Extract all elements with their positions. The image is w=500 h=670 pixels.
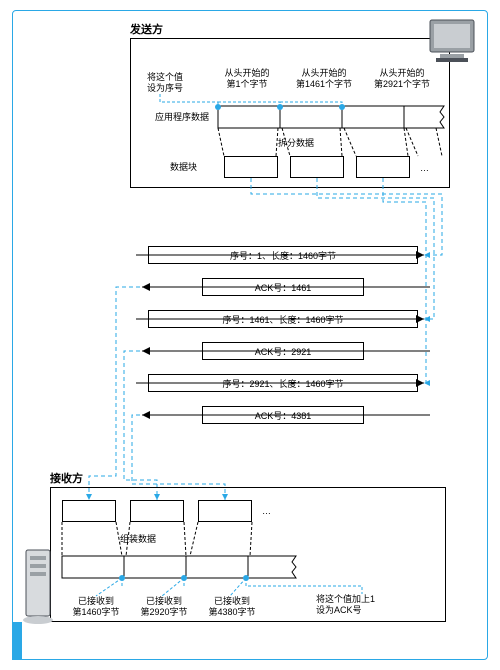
recv-block — [198, 500, 252, 522]
server-icon — [22, 550, 56, 630]
received-label: 已接收到 第2920字节 — [132, 596, 196, 618]
ellipsis: … — [262, 506, 271, 516]
assemble-lines — [58, 522, 298, 556]
recv-block — [130, 500, 184, 522]
received-label: 已接收到 第1460字节 — [64, 596, 128, 618]
recv-connectors — [62, 578, 442, 598]
receiver-title: 接收方 — [50, 473, 83, 486]
recv-block — [62, 500, 116, 522]
received-label: 已接收到 第4380字节 — [200, 596, 264, 618]
